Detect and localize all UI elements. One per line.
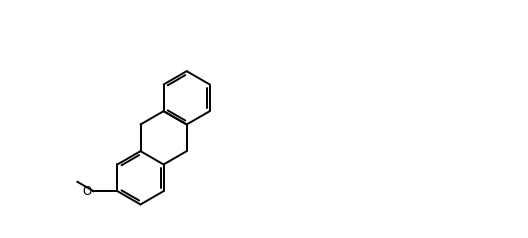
Text: O: O bbox=[82, 185, 91, 198]
